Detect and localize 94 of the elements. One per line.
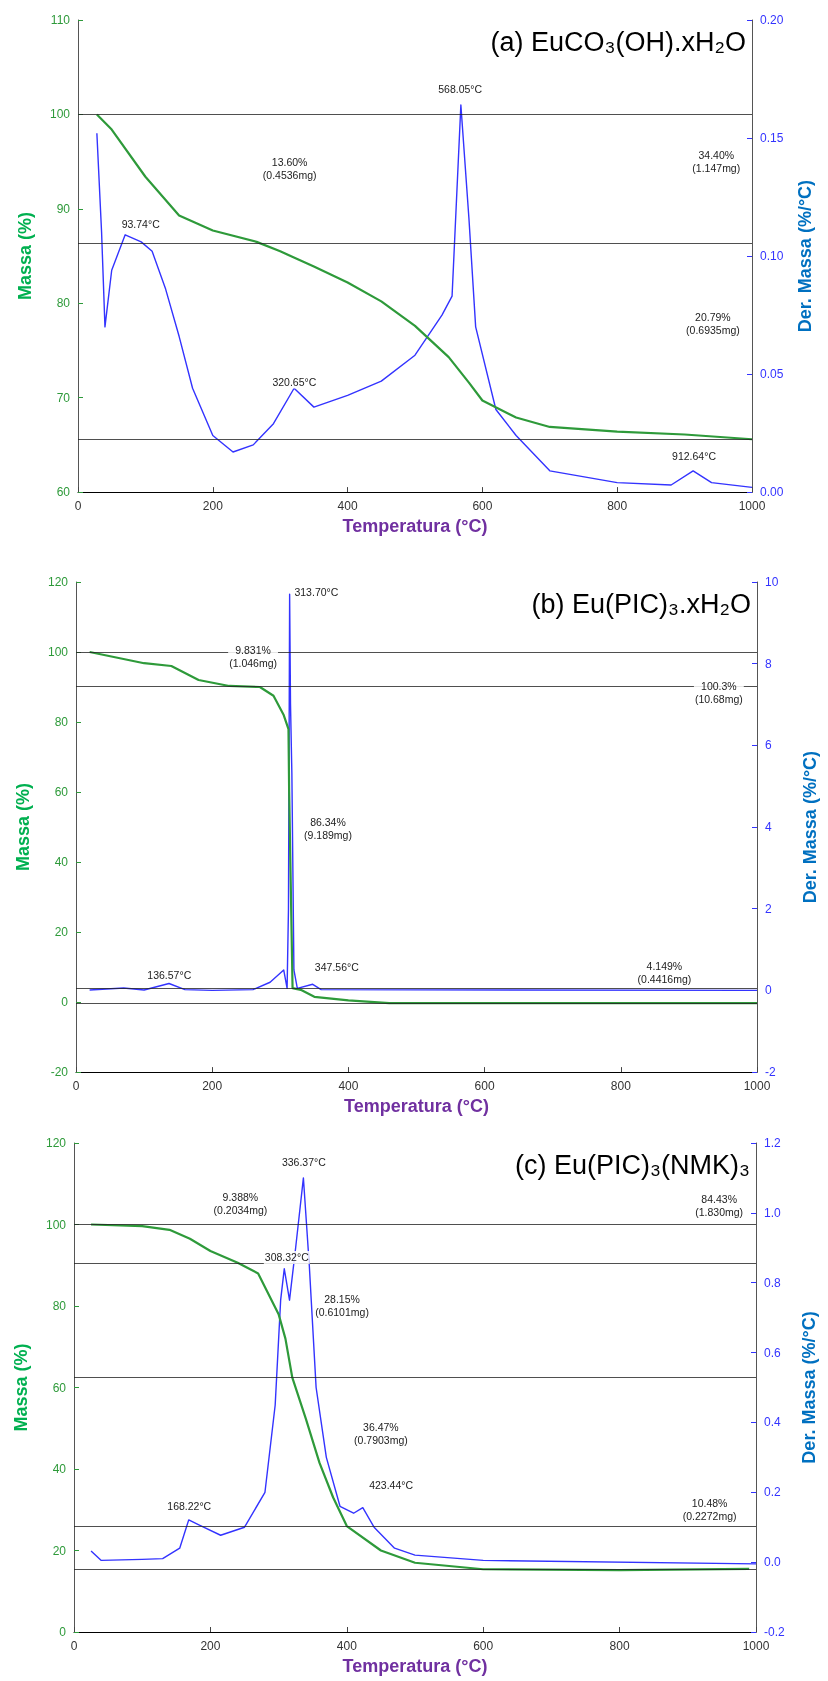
x-tick-label: 1000 (742, 1639, 770, 1653)
y-tick-label: 0 (61, 995, 69, 1010)
y2-tick-label: 0.10 (760, 249, 784, 264)
y2-tick-label: 0.15 (760, 131, 784, 146)
y2-tick-label: -0.2 (764, 1625, 785, 1639)
y-axis-title: Massa (%) (15, 212, 35, 301)
annotation: 34.40% (1.147mg) (692, 148, 741, 174)
x-tick-label: 400 (338, 1079, 359, 1094)
chart-title: (b) Eu(PIC)₃.xH₂O (531, 588, 752, 619)
y-tick-label: 110 (50, 13, 71, 27)
y2-tick-label: 1.2 (764, 1136, 782, 1150)
x-tick-label: 1000 (743, 1079, 771, 1094)
y2-tick-label: 4 (765, 820, 772, 835)
chart-title: (a) EuCO₃(OH).xH₂O (490, 26, 747, 57)
y2-axis-title: Der. Massa (%/°C) (795, 179, 815, 333)
annotation: 347.56°C (314, 960, 360, 973)
y-tick-label: 20 (54, 925, 69, 940)
annotation: 136.57°C (147, 969, 192, 981)
annotation: 13.60% (0.4536mg) (262, 155, 317, 181)
x-tick-label: 800 (610, 1079, 632, 1094)
line-series (95, 113, 754, 441)
y2-tick-label: 8 (765, 656, 772, 671)
y-tick-label: 40 (52, 1462, 67, 1476)
y2-tick-label: 0 (765, 983, 772, 998)
y2-axis-title: Der. Massa (%/°C) (800, 750, 820, 904)
x-axis-title: Temperatura (°C) (344, 1096, 489, 1116)
y2-tick-label: 0.0 (764, 1555, 782, 1570)
y2-axis-title: Der. Massa (%/°C) (799, 1311, 819, 1464)
y2-tick-label: 0.00 (760, 485, 784, 500)
y-tick-label: -20 (50, 1065, 69, 1080)
y-tick-label: 90 (56, 201, 71, 216)
x-tick-label: 1000 (738, 499, 766, 514)
annotation: 336.37°C (281, 1156, 327, 1169)
y-tick-label: 120 (47, 575, 69, 589)
annotation: 168.22°C (167, 1500, 212, 1513)
x-tick-label: 0 (74, 499, 82, 514)
annotation: 86.34% (9.189mg) (304, 816, 352, 841)
y2-tick-label: 0.4 (764, 1415, 782, 1430)
annotation: 320.65°C (272, 376, 317, 389)
y2-tick-label: 1.0 (764, 1205, 782, 1220)
y-tick-label: 0 (59, 1625, 67, 1639)
y-tick-label: 60 (54, 785, 69, 800)
x-axis-title: Temperatura (°C) (342, 516, 488, 536)
annotation: 423.44°C (369, 1479, 414, 1492)
y2-tick-label: 0.20 (760, 13, 784, 27)
y-tick-label: 80 (54, 715, 69, 730)
y-tick-label: 120 (45, 1136, 67, 1150)
annotation: 568.05°C (438, 82, 483, 95)
y2-tick-label: 10 (765, 575, 779, 589)
y2-tick-label: 0.8 (764, 1275, 782, 1290)
y-tick-label: 20 (52, 1543, 67, 1558)
y-tick-label: 60 (52, 1380, 67, 1395)
annotation: 28.15% (0.6101mg) (315, 1292, 369, 1318)
x-tick-label: 600 (472, 499, 493, 514)
annotation: 9.831% (1.046mg) (229, 644, 277, 669)
y-tick-label: 100 (47, 645, 69, 660)
annotation: 100.3% (10.68mg) (694, 680, 743, 705)
y2-tick-label: -2 (765, 1065, 776, 1080)
y2-tick-label: 0.6 (764, 1345, 782, 1360)
annotation: 4.149% (0.4416mg) (637, 960, 692, 985)
y2-tick-label: 0.05 (760, 367, 784, 382)
annotation: 10.48% (0.2272mg) (682, 1496, 737, 1522)
x-axis-title: Temperatura (°C) (342, 1655, 488, 1676)
annotation: 84.43% (1.830mg) (695, 1193, 744, 1219)
y2-tick-label: 2 (765, 901, 772, 916)
annotation: 9.388% (0.2034mg) (213, 1190, 268, 1216)
y-tick-label: 70 (56, 390, 71, 405)
y-tick-label: 60 (56, 485, 71, 500)
annotation: 912.64°C (672, 449, 717, 462)
y2-tick-label: 0.2 (764, 1485, 782, 1500)
x-tick-label: 200 (202, 1079, 223, 1094)
y-tick-label: 100 (45, 1217, 67, 1232)
x-tick-label: 800 (607, 499, 628, 514)
y2-tick-label: 6 (765, 738, 772, 753)
y-axis-title: Massa (%) (13, 783, 33, 872)
annotation: 313.70°C (294, 585, 339, 598)
x-tick-label: 400 (337, 499, 358, 514)
x-tick-label: 200 (200, 1639, 221, 1653)
x-tick-label: 800 (609, 1639, 630, 1653)
y-tick-label: 80 (56, 296, 71, 311)
y-tick-label: 80 (52, 1299, 67, 1313)
line-series (96, 104, 753, 489)
x-tick-label: 600 (474, 1079, 495, 1094)
x-tick-label: 200 (202, 499, 224, 514)
chart-title: (c) Eu(PIC)₃(NMK)₃ (515, 1149, 751, 1180)
y-tick-label: 40 (54, 855, 69, 870)
annotation: 93.74°C (121, 218, 161, 231)
y-tick-label: 100 (49, 107, 71, 122)
annotation: 20.79% (0.6935mg) (686, 311, 740, 337)
y-axis-title: Massa (%) (11, 1343, 31, 1432)
annotation: 36.47% (0.7903mg) (354, 1421, 408, 1447)
x-tick-label: 400 (336, 1639, 358, 1653)
x-tick-label: 600 (473, 1639, 494, 1653)
annotation: 308.32°C (264, 1251, 310, 1264)
